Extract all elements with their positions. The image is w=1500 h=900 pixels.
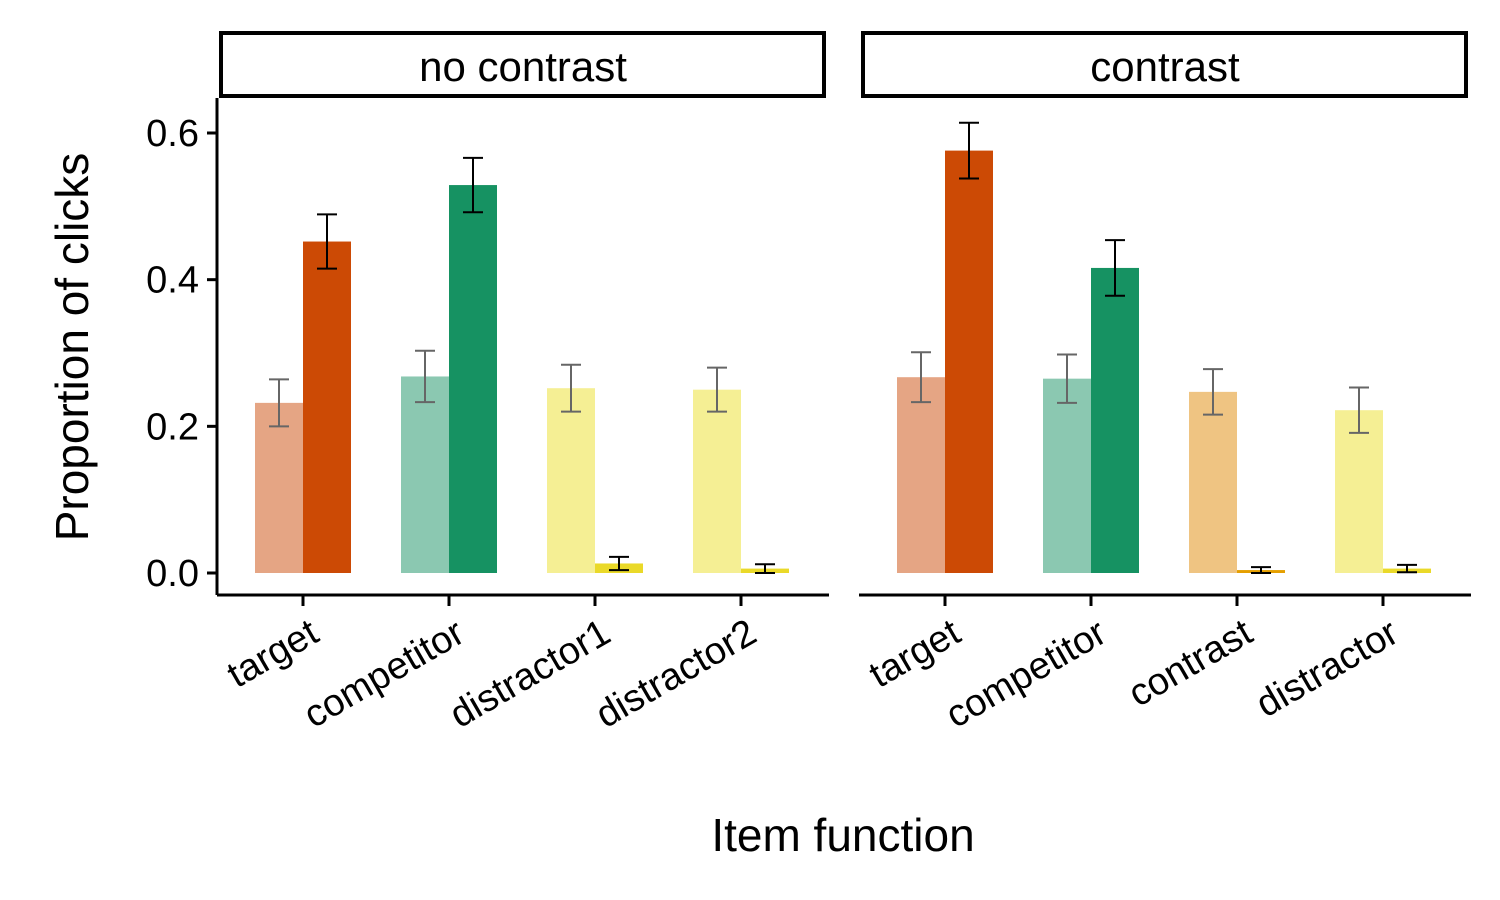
panel-1: no contrast targetcompetitordistractor1di… — [217, 31, 829, 736]
x-tick-label: competitor — [939, 611, 1114, 736]
error-bar-dark — [959, 121, 979, 180]
x-tick-label: target — [862, 611, 968, 696]
error-bar-light — [415, 349, 435, 404]
error-bar-dark — [463, 156, 483, 214]
bar-dark — [449, 185, 497, 574]
error-bar-light — [1057, 353, 1077, 404]
x-tick-label: distractor2 — [589, 611, 764, 736]
bar-light — [1043, 378, 1091, 573]
y-tick-label: 0.6 — [146, 113, 199, 155]
x-tick-label: distractor — [1249, 611, 1406, 726]
y-axis-title: Proportion of clicks — [46, 153, 98, 542]
bar-dark — [945, 150, 993, 573]
error-bar-dark — [1105, 239, 1125, 297]
x-axis-title: Item function — [711, 809, 974, 861]
panel-title: contrast — [1090, 43, 1240, 90]
y-tick-label: 0.2 — [146, 406, 199, 448]
panels-layer: no contrasttargetcompetitordistractor1di… — [217, 31, 1471, 736]
bar-light — [1189, 391, 1237, 573]
error-bar-light — [561, 363, 581, 413]
panel-title: no contrast — [419, 43, 627, 90]
bar-light — [693, 389, 741, 573]
bar-light — [1335, 410, 1383, 573]
x-tick-label: contrast — [1121, 611, 1259, 715]
bar-dark — [1091, 267, 1139, 573]
x-tick-label: competitor — [297, 611, 472, 736]
error-bar-light — [1349, 386, 1369, 434]
error-bar-dark — [1251, 566, 1271, 574]
bar-light — [401, 376, 449, 573]
error-bar-dark — [317, 213, 337, 270]
error-bar-dark — [1397, 563, 1417, 574]
panel-strip — [861, 31, 1468, 98]
error-bar-light — [1203, 368, 1223, 416]
error-bar-dark — [609, 555, 629, 572]
bar-light — [547, 388, 595, 573]
panel-strip — [219, 31, 826, 98]
error-bar-dark — [755, 563, 775, 574]
error-bar-light — [269, 378, 289, 428]
y-tick-label: 0.0 — [146, 553, 199, 595]
bar-light — [255, 402, 303, 573]
bar-dark — [303, 241, 351, 574]
error-bar-light — [707, 366, 727, 413]
x-tick-label: target — [220, 611, 326, 696]
bar-light — [897, 377, 945, 573]
x-tick-label: distractor1 — [443, 611, 618, 736]
y-axis: 0.0 0.2 0.4 0.6 — [146, 98, 219, 595]
y-tick-label: 0.4 — [146, 260, 199, 302]
error-bar-light — [911, 351, 931, 404]
